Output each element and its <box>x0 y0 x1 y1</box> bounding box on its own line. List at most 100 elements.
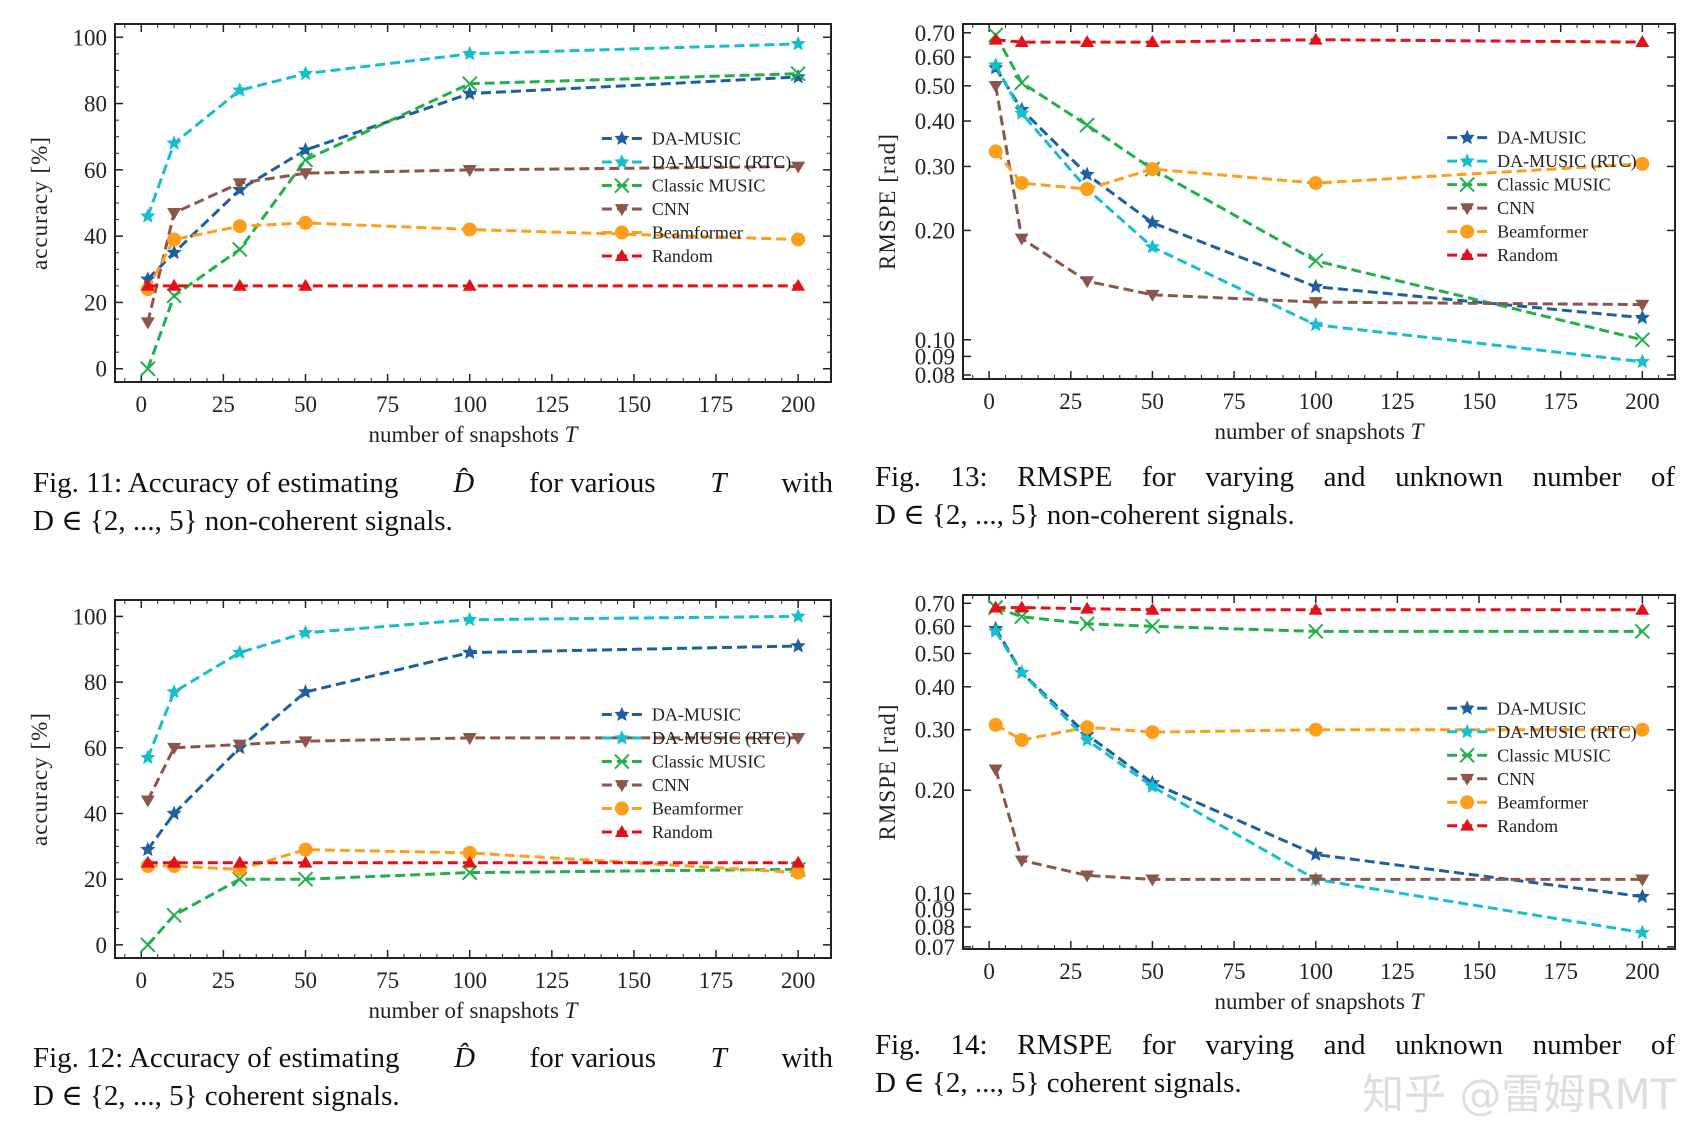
data-point <box>1014 664 1030 679</box>
x-tick-label: 75 <box>1223 959 1246 984</box>
x-tick-label: 50 <box>1141 959 1164 984</box>
x-axis-label-T: T <box>1411 989 1426 1014</box>
data-point <box>1634 309 1650 325</box>
legend-item: CNN <box>601 775 690 795</box>
y-tick-label: 0.10 <box>915 328 955 353</box>
y-tick-label: 0.20 <box>915 218 955 243</box>
data-point <box>1308 297 1323 310</box>
y-tick-label: 60 <box>84 736 107 761</box>
x-tick-label: 25 <box>1059 389 1082 414</box>
y-tick-label: 0.70 <box>915 591 955 616</box>
data-point <box>1308 176 1323 191</box>
data-point <box>1308 253 1324 269</box>
y-tick-label: 20 <box>84 290 107 315</box>
data-point <box>232 855 247 868</box>
chart-fig12: 0 25 50 75 100 125 150 175 200 0 20 40 60 80 100 number… <box>27 599 832 1023</box>
data-point <box>1634 623 1651 640</box>
caption-line2: D ∈ {2, ..., 5} non-coherent signals. <box>875 499 1295 531</box>
data-point <box>988 623 1004 638</box>
series-line <box>146 165 799 323</box>
x-tick-label: 125 <box>1380 389 1415 414</box>
series-line <box>146 72 799 370</box>
data-point <box>790 638 806 653</box>
data-point <box>1308 316 1324 332</box>
data-point <box>1079 616 1095 632</box>
data-point <box>1634 353 1650 369</box>
caption-text: with <box>774 467 833 499</box>
x-tick-label: 100 <box>1298 959 1333 984</box>
x-axis-label: number of snapshots T <box>1215 419 1426 444</box>
data-point <box>166 684 182 699</box>
x-tick-label: 125 <box>535 392 570 417</box>
caption-text: Fig. 11: Accuracy of estimating <box>33 467 406 499</box>
data-point <box>462 45 478 61</box>
data-point <box>1014 733 1029 748</box>
y-tick-label: 80 <box>84 670 107 695</box>
data-point <box>232 739 247 752</box>
data-point <box>1635 874 1650 887</box>
legend-item: CNN <box>1447 198 1535 218</box>
data-point <box>232 644 248 659</box>
series-line <box>994 630 1643 935</box>
y-tick-label: 100 <box>73 604 108 629</box>
x-tick-label: 25 <box>1059 959 1082 984</box>
legend-item: Classic MUSIC <box>601 176 765 196</box>
data-point <box>462 85 478 101</box>
data-point <box>1308 846 1324 861</box>
legend-item: Classic MUSIC <box>1447 175 1611 195</box>
data-point <box>462 278 477 291</box>
data-point <box>1634 888 1650 904</box>
x-tick-label: 175 <box>1543 959 1578 984</box>
x-tick-label: 25 <box>212 968 235 993</box>
data-point <box>1635 602 1650 615</box>
legend-marker <box>614 177 630 194</box>
data-point <box>790 69 806 84</box>
legend-label: Random <box>1497 245 1558 265</box>
x-tick-label: 0 <box>983 959 995 984</box>
caption-text: for various <box>521 467 663 499</box>
data-point <box>988 764 1003 777</box>
legend-label: CNN <box>1497 198 1535 218</box>
chart-fig11: 0 25 50 75 100 125 150 175 200 0 20 40 60 80 100 number… <box>27 23 832 447</box>
series-line <box>995 606 1643 633</box>
legend-item: Random <box>1447 245 1558 265</box>
data-point <box>462 164 477 177</box>
legend-label: Random <box>1497 816 1558 836</box>
caption-text: Fig. 12: Accuracy of estimating <box>33 1042 407 1074</box>
legend-marker <box>1460 773 1475 786</box>
series-line <box>994 34 1643 342</box>
data-point <box>297 65 314 81</box>
legend-item: CNN <box>1447 769 1535 789</box>
legend-marker <box>1459 176 1475 193</box>
y-tick-label: 0.50 <box>915 641 955 666</box>
data-point <box>791 865 806 880</box>
data-point <box>297 871 314 887</box>
data-point <box>298 736 313 749</box>
data-point <box>1308 874 1323 887</box>
legend-label: CNN <box>652 199 690 219</box>
legend-marker <box>1459 129 1475 145</box>
data-point <box>1145 602 1160 615</box>
data-point <box>462 733 477 745</box>
watermark: 知乎 @雷姆RMT <box>1362 1070 1677 1119</box>
data-point <box>1634 924 1650 940</box>
legend-marker <box>614 225 629 240</box>
data-point <box>232 278 247 291</box>
data-point <box>1014 600 1029 613</box>
legend-label: Classic MUSIC <box>1497 745 1611 765</box>
data-point <box>232 82 248 97</box>
y-tick-label: 0.30 <box>915 718 955 743</box>
y-tick-label: 0.09 <box>915 897 955 922</box>
data-point <box>140 855 155 868</box>
data-point <box>462 845 477 860</box>
data-point <box>988 57 1004 72</box>
x-tick-label: 200 <box>781 392 816 417</box>
data-point <box>1634 332 1651 348</box>
data-point <box>1080 720 1095 735</box>
legend-label: DA-MUSIC <box>652 129 741 149</box>
x-tick-label: 200 <box>1625 959 1660 984</box>
data-point <box>167 278 182 291</box>
caption-text: for various <box>522 1042 664 1074</box>
series-line <box>146 736 799 801</box>
legend-item: CNN <box>601 199 690 219</box>
